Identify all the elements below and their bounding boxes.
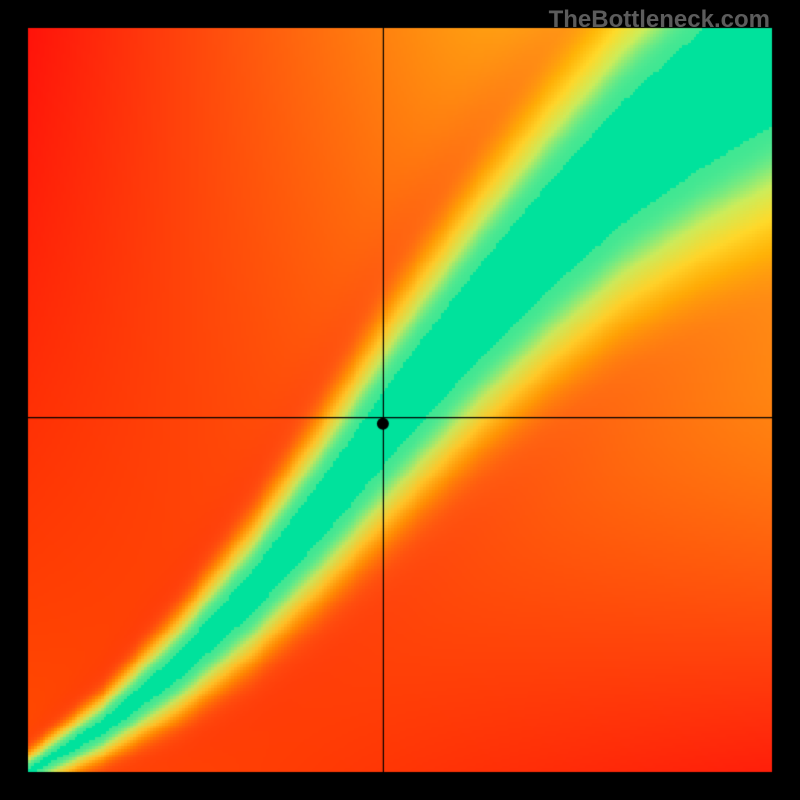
chart-stage: TheBottleneck.com	[0, 0, 800, 800]
bottleneck-heatmap	[0, 0, 800, 800]
watermark-text: TheBottleneck.com	[549, 6, 770, 34]
